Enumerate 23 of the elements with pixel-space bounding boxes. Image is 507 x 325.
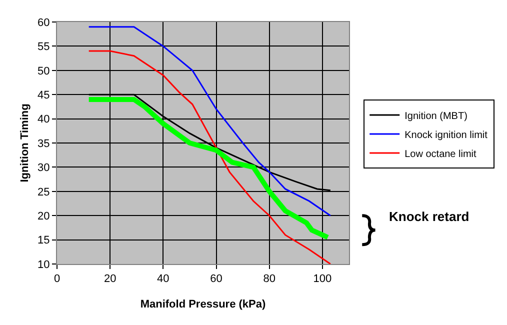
y-tick-label: 40 bbox=[38, 114, 50, 126]
x-tick-label: 60 bbox=[210, 273, 222, 286]
y-tick-label: 60 bbox=[38, 16, 50, 29]
y-axis-title: Ignition Timing bbox=[19, 104, 32, 182]
x-tick-label: 80 bbox=[263, 273, 276, 286]
y-tick-label: 35 bbox=[38, 138, 50, 150]
text: Knock retard bbox=[389, 209, 470, 224]
x-axis-title: Manifold Pressure (kPa) bbox=[140, 298, 266, 310]
y-tick-label: 25 bbox=[38, 186, 50, 198]
legend-label: Ignition (MBT) bbox=[404, 110, 468, 122]
x-tick-label: 40 bbox=[157, 273, 170, 286]
y-tick-label: 45 bbox=[38, 89, 50, 102]
x-tick-label: 100 bbox=[313, 273, 332, 286]
y-tick-label: 20 bbox=[38, 210, 50, 222]
y-tick-label: 55 bbox=[38, 41, 50, 54]
y-tick-label: 50 bbox=[38, 65, 50, 78]
x-tick-label: 20 bbox=[104, 273, 116, 286]
y-tick-label: 10 bbox=[38, 258, 50, 271]
y-tick-label: 15 bbox=[38, 234, 50, 247]
legend-label: Low octane limit bbox=[404, 148, 477, 160]
x-tick-label: 0 bbox=[54, 273, 60, 286]
legend-label: Knock ignition limit bbox=[404, 130, 488, 141]
y-tick-label: 30 bbox=[38, 162, 50, 174]
